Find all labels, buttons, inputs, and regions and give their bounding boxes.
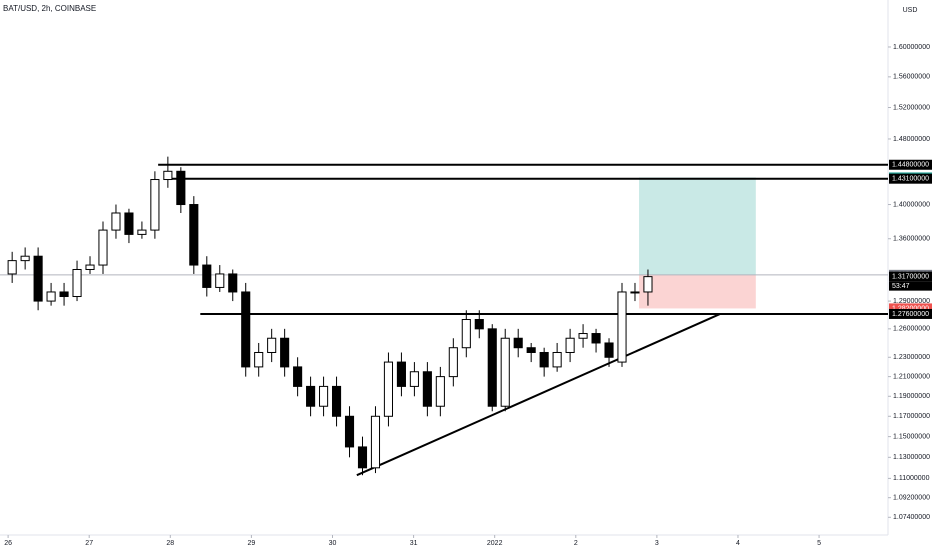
- candle-body: [539, 351, 549, 368]
- candle-body: [98, 229, 108, 266]
- y-tick-label: 1.29000000: [893, 298, 930, 305]
- candle-body: [7, 260, 17, 275]
- price-label-box: [889, 173, 932, 184]
- y-tick-label: 1.17000000: [893, 413, 930, 420]
- y-tick-label: 1.11000000: [893, 475, 930, 482]
- candle-body: [435, 376, 445, 407]
- candle-body: [357, 446, 368, 469]
- y-tick-label: 1.07400000: [893, 514, 930, 521]
- candle-body: [189, 204, 199, 266]
- countdown-box: [889, 281, 932, 291]
- price-label: 1.28200000: [892, 305, 929, 312]
- y-tick-label: 1.13000000: [893, 454, 930, 461]
- candle-body: [85, 264, 95, 270]
- price-label: 1.27600000: [892, 311, 929, 318]
- candle-body: [293, 366, 303, 387]
- candle-body: [319, 385, 329, 407]
- x-tick-label: 3: [655, 540, 659, 547]
- y-tick-label: 1.60000000: [893, 44, 930, 51]
- y-tick-label: 1.15000000: [893, 433, 930, 440]
- candle-body: [111, 212, 121, 231]
- candle-body: [422, 371, 432, 407]
- x-tick-label: 27: [85, 540, 93, 547]
- x-tick-label: 31: [410, 540, 418, 547]
- candle-body: [552, 351, 562, 368]
- candle-body: [59, 291, 69, 298]
- price-label-box: [889, 271, 932, 282]
- candle-body: [591, 333, 601, 344]
- price-label-box: [889, 159, 932, 170]
- x-tick-label: 26: [4, 540, 12, 547]
- y-tick-label: 1.21000000: [893, 373, 930, 380]
- price-label: 1.44800000: [892, 162, 929, 169]
- candle-body: [630, 291, 640, 294]
- candle-body: [124, 212, 134, 235]
- candle-body: [254, 351, 264, 368]
- candle-body: [215, 273, 225, 288]
- candle-body: [487, 328, 497, 407]
- trendline: [356, 313, 721, 477]
- candle-body: [565, 337, 575, 353]
- y-tick-label: 1.48000000: [893, 136, 930, 143]
- candle-body: [526, 347, 536, 353]
- candle-body: [267, 337, 277, 353]
- candle-body: [474, 319, 484, 330]
- y-tick-label: 1.19000000: [893, 393, 930, 400]
- countdown: 53:47: [892, 283, 910, 290]
- y-tick-label: 1.26000000: [893, 326, 930, 333]
- candle-body: [137, 229, 147, 235]
- candle-body: [370, 415, 381, 469]
- price-label-box: [889, 308, 932, 319]
- price-label-box: [889, 303, 932, 314]
- x-tick-label: 5: [817, 540, 821, 547]
- x-tick-label: 28: [166, 540, 174, 547]
- y-tick-label: 1.09200000: [893, 495, 930, 502]
- candle-body: [33, 255, 43, 302]
- y-tick-label: 1.40000000: [893, 201, 930, 208]
- price-label: 1.43100000: [892, 176, 929, 183]
- y-tick-label: 1.36000000: [893, 236, 930, 243]
- candle-body: [176, 170, 186, 206]
- candle-body: [280, 337, 290, 368]
- x-tick-label: 2022: [487, 540, 503, 547]
- candle-body: [72, 268, 82, 298]
- y-tick-label: 1.52000000: [893, 104, 930, 111]
- candle-body: [241, 291, 251, 368]
- y-tick-label: 1.56000000: [893, 74, 930, 81]
- candle-body: [396, 361, 406, 387]
- candle-body: [513, 337, 523, 349]
- chart-title: BAT/USD, 2h, COINBASE: [3, 4, 96, 13]
- currency: USD: [903, 7, 918, 14]
- candle-body: [409, 371, 419, 387]
- candle-body: [306, 385, 316, 407]
- candle-body: [331, 385, 342, 417]
- candle-body: [163, 170, 173, 181]
- candle-body: [20, 255, 30, 262]
- candle-body: [578, 333, 588, 339]
- candle-body: [461, 319, 471, 349]
- target-zone: [639, 177, 756, 275]
- y-tick-label: 1.23000000: [893, 354, 930, 361]
- candle-body: [448, 347, 458, 378]
- candle-body: [643, 276, 653, 293]
- candle-body: [500, 337, 510, 407]
- x-tick-label: 2: [574, 540, 578, 547]
- candle-body: [344, 415, 355, 448]
- x-tick-label: 4: [736, 540, 740, 547]
- x-tick-label: 30: [329, 540, 337, 547]
- candle-body: [383, 361, 394, 417]
- price-label: 1.31700000: [892, 273, 929, 280]
- candle-body: [150, 179, 160, 231]
- stop-zone: [639, 274, 756, 309]
- candle-body: [46, 291, 56, 302]
- candle-body: [617, 291, 627, 363]
- candle-body: [202, 264, 212, 288]
- x-tick-label: 29: [247, 540, 255, 547]
- candle-body: [228, 273, 238, 293]
- candle-body: [604, 342, 614, 358]
